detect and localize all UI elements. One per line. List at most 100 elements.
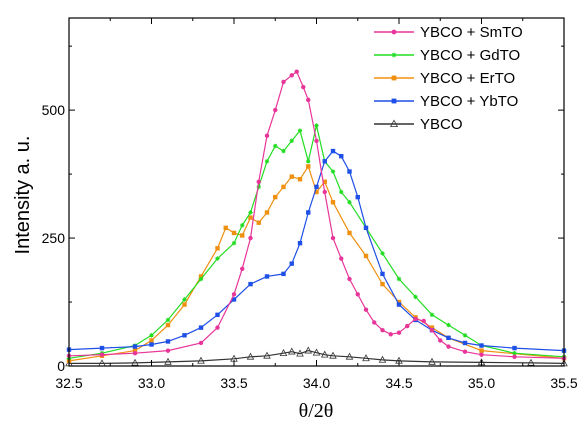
data-point (264, 133, 270, 138)
data-point (215, 325, 220, 330)
data-point (396, 299, 402, 305)
x-tick-label: 34.0 (303, 375, 330, 391)
data-point (182, 302, 187, 307)
data-point (215, 256, 220, 261)
data-point (281, 271, 286, 277)
x-tick-label: 33.0 (138, 375, 165, 391)
legend-label: YBCO + ErTO (420, 70, 515, 87)
series-ybco-erto (66, 164, 567, 364)
data-point (248, 235, 253, 241)
data-point (314, 189, 319, 195)
data-point (131, 358, 139, 366)
data-point (462, 340, 468, 346)
data-point (306, 164, 311, 169)
data-point (363, 225, 369, 231)
data-point (99, 352, 105, 357)
data-point (294, 69, 299, 74)
data-point (231, 230, 237, 236)
data-point (438, 338, 443, 343)
data-point (149, 342, 154, 347)
y-tick-label: 0 (57, 358, 65, 374)
data-point (396, 302, 402, 307)
data-point (429, 312, 435, 318)
data-point (355, 194, 360, 200)
legend-label: YBCO + YbTO (420, 93, 518, 110)
legend-label: YBCO (420, 116, 463, 133)
x-axis-title: θ/2θ (299, 400, 334, 422)
legend-item: YBCO (374, 116, 463, 133)
data-point (322, 159, 327, 164)
data-point (273, 107, 278, 113)
data-point (479, 348, 484, 353)
data-point (165, 322, 171, 328)
data-point (396, 276, 402, 282)
data-point (264, 210, 270, 215)
series-line (68, 150, 565, 352)
data-point (289, 138, 294, 144)
data-point (446, 344, 451, 349)
data-point (347, 200, 352, 205)
data-point (240, 223, 245, 228)
legend: YBCO + SmTO YBCO + GdTO YBCO + ErTO YBCO + … (374, 24, 523, 133)
data-point (279, 349, 288, 357)
data-point (289, 73, 294, 78)
data-point (223, 225, 228, 231)
data-point (231, 297, 237, 302)
x-tick-label: 35.5 (550, 375, 577, 391)
data-point (296, 349, 304, 357)
legend-marker (391, 29, 397, 35)
data-point (99, 345, 105, 351)
data-point (396, 330, 402, 335)
data-point (215, 246, 220, 251)
data-point (363, 253, 369, 259)
data-point (264, 159, 270, 164)
data-point (165, 348, 171, 353)
series-ybco-gdto (66, 123, 567, 361)
data-point (231, 240, 237, 246)
data-point (306, 159, 311, 164)
legend-label: YBCO + SmTO (420, 24, 523, 41)
data-point (132, 351, 138, 356)
data-point (132, 344, 138, 349)
axis-layer: 32.5 33.0 33.5 34.0 34.5 35.0 35.5 0 250 500 (42, 18, 578, 391)
data-point (198, 276, 204, 282)
data-point (132, 348, 138, 353)
data-point (198, 325, 204, 330)
data-point (215, 312, 220, 318)
data-point (246, 352, 255, 360)
data-point (297, 240, 303, 246)
data-point (165, 339, 171, 344)
data-point (462, 333, 468, 338)
data-point (512, 345, 517, 351)
data-point (287, 347, 296, 355)
legend-item: YBCO + YbTO (374, 93, 518, 110)
legend-marker (391, 75, 397, 81)
data-point (197, 356, 205, 364)
data-point (413, 316, 418, 322)
data-point (339, 153, 344, 159)
data-point (297, 128, 303, 133)
data-point (248, 215, 253, 220)
x-tick-label: 33.5 (220, 375, 247, 391)
legend-marker (391, 98, 397, 104)
data-point (256, 220, 261, 225)
x-tick-label: 32.5 (55, 375, 82, 391)
data-point (314, 138, 319, 144)
legend-marker (389, 119, 399, 127)
series-line (69, 349, 565, 364)
data-point (182, 333, 187, 338)
data-point (330, 148, 336, 154)
data-point (479, 343, 484, 348)
data-point (388, 332, 393, 337)
data-point (240, 266, 245, 271)
data-point (256, 184, 261, 190)
data-point (320, 350, 329, 358)
data-point (312, 348, 321, 356)
data-point (264, 274, 270, 279)
data-point (428, 357, 436, 365)
series-layer (65, 69, 568, 367)
data-point (363, 307, 369, 312)
data-point (347, 230, 352, 236)
y-axis-title: Intensity a. u. (12, 136, 34, 255)
